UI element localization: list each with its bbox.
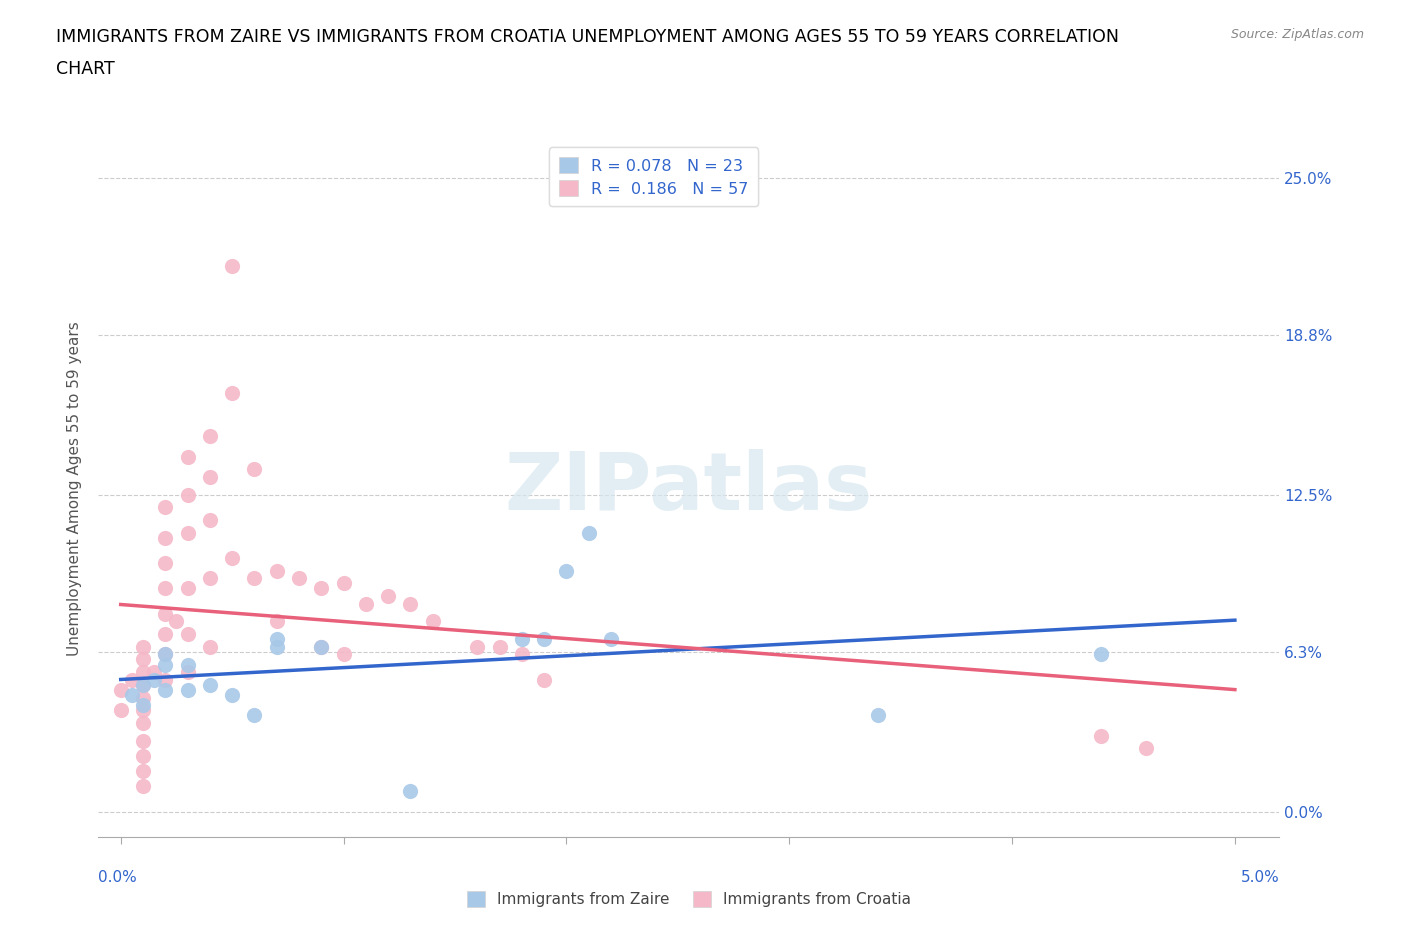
Point [332,647,354,662]
Point [165,614,187,629]
Point [143,672,166,687]
Point [868,708,890,723]
Point [377,589,399,604]
Point [399,784,422,799]
Point [243,462,266,477]
Point [288,571,311,586]
Point [155,530,177,545]
Text: Source: ZipAtlas.com: Source: ZipAtlas.com [1230,28,1364,41]
Point [198,571,221,586]
Point [110,703,132,718]
Point [132,677,155,692]
Point [600,631,623,646]
Point [1135,741,1157,756]
Point [266,631,288,646]
Point [121,672,143,687]
Point [309,639,332,654]
Text: CHART: CHART [56,60,115,78]
Point [176,487,198,502]
Point [132,690,155,705]
Point [132,677,155,692]
Point [198,512,221,527]
Point [198,677,221,692]
Point [578,525,600,540]
Point [176,683,198,698]
Point [110,683,132,698]
Point [533,631,555,646]
Point [221,386,243,401]
Point [155,672,177,687]
Point [221,687,243,702]
Point [332,576,354,591]
Point [243,571,266,586]
Point [132,639,155,654]
Point [309,581,332,596]
Point [221,259,243,273]
Point [155,581,177,596]
Text: 0.0%: 0.0% [98,870,138,884]
Point [132,778,155,793]
Point [422,614,444,629]
Point [1090,728,1112,743]
Point [143,665,166,680]
Point [176,665,198,680]
Point [132,652,155,667]
Point [176,525,198,540]
Point [132,703,155,718]
Point [132,764,155,778]
Point [198,429,221,444]
Point [510,631,533,646]
Point [176,449,198,464]
Point [155,606,177,621]
Point [132,733,155,748]
Point [399,596,422,611]
Point [243,708,266,723]
Point [121,687,143,702]
Point [155,627,177,642]
Point [555,564,578,578]
Point [155,499,177,514]
Legend: Immigrants from Zaire, Immigrants from Croatia: Immigrants from Zaire, Immigrants from C… [461,884,917,913]
Text: 5.0%: 5.0% [1240,870,1279,884]
Point [465,639,488,654]
Point [176,658,198,672]
Point [132,749,155,764]
Point [132,715,155,730]
Y-axis label: Unemployment Among Ages 55 to 59 years: Unemployment Among Ages 55 to 59 years [67,321,83,656]
Point [176,627,198,642]
Point [533,672,555,687]
Point [132,665,155,680]
Text: IMMIGRANTS FROM ZAIRE VS IMMIGRANTS FROM CROATIA UNEMPLOYMENT AMONG AGES 55 TO 5: IMMIGRANTS FROM ZAIRE VS IMMIGRANTS FROM… [56,28,1119,46]
Point [132,698,155,712]
Point [266,564,288,578]
Point [510,647,533,662]
Point [155,683,177,698]
Point [354,596,377,611]
Point [266,614,288,629]
Point [155,658,177,672]
Point [155,555,177,570]
Point [1090,647,1112,662]
Point [266,639,288,654]
Point [155,647,177,662]
Point [198,639,221,654]
Point [198,470,221,485]
Text: ZIPatlas: ZIPatlas [505,449,873,527]
Point [488,639,510,654]
Legend: R = 0.078   N = 23, R =  0.186   N = 57: R = 0.078 N = 23, R = 0.186 N = 57 [550,148,758,206]
Point [176,581,198,596]
Point [221,551,243,565]
Point [155,647,177,662]
Point [309,639,332,654]
